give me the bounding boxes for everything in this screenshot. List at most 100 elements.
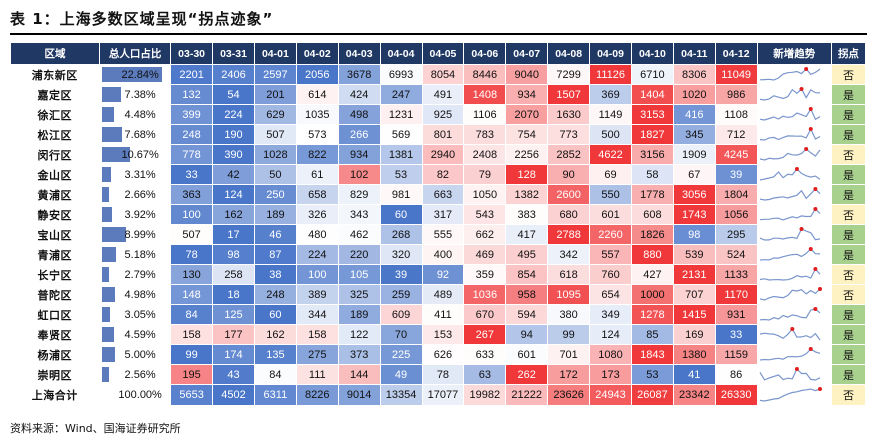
- trend-sparkline: [759, 107, 820, 121]
- value-cell: 491: [422, 84, 465, 105]
- value-cell: 259: [380, 284, 423, 305]
- value-cell: 18: [212, 284, 255, 305]
- total-row: 上海合计 100.00% 5653 4502 6311 8226 9014 13354 1707…: [10, 384, 867, 406]
- share-bar: [102, 87, 122, 102]
- value-cell: 469: [463, 244, 507, 265]
- value-cell: 383: [505, 204, 549, 225]
- share-cell: 4.59%: [99, 324, 172, 345]
- value-cell: 53: [631, 364, 674, 385]
- table-row: 嘉定区 7.38% 132 54 201 614 424 247 491 1408 934 1507 3…: [10, 84, 867, 105]
- sparkline-path: [759, 308, 821, 321]
- value-cell: 5653: [170, 384, 214, 406]
- value-cell: 248: [170, 124, 214, 145]
- value-cell: 1028: [254, 144, 297, 165]
- value-cell: 345: [673, 124, 716, 145]
- share-cell: 5.00%: [99, 344, 172, 365]
- value-cell: 1159: [715, 344, 758, 365]
- district-name: 杨浦区: [10, 344, 101, 365]
- sparkline-peak-marker: [813, 187, 818, 191]
- value-cell: 3153: [631, 104, 674, 125]
- value-cell: 1381: [380, 144, 423, 165]
- value-cell: 69: [589, 164, 632, 185]
- header-trend: 新增趋势: [756, 42, 832, 65]
- value-cell: 33: [715, 324, 758, 345]
- value-cell: 8306: [673, 64, 716, 85]
- sparkline-cell: [757, 164, 832, 185]
- share-bar: [102, 307, 111, 322]
- share-cell: 5.18%: [99, 244, 172, 265]
- value-cell: 173: [589, 364, 632, 385]
- value-cell: 1278: [631, 304, 674, 325]
- value-cell: 9040: [505, 64, 549, 85]
- share-cell: 100.00%: [99, 384, 172, 406]
- sparkline-cell: [757, 124, 832, 145]
- sparkline-peak-marker: [794, 167, 799, 171]
- share-bar: [102, 267, 110, 282]
- value-cell: 258: [212, 264, 255, 285]
- table-row: 静安区 3.92% 100 162 189 326 343 60 317 543 383 680 601…: [10, 204, 867, 225]
- value-cell: 1108: [715, 104, 758, 125]
- value-cell: 3678: [338, 64, 381, 85]
- value-cell: 60: [380, 204, 423, 225]
- value-cell: 363: [170, 184, 214, 205]
- trend-sparkline: [759, 167, 820, 181]
- value-cell: 24943: [589, 384, 632, 406]
- value-cell: 148: [170, 284, 214, 305]
- value-cell: 247: [380, 84, 423, 105]
- value-cell: 90: [547, 164, 591, 185]
- inflection-flag: 是: [831, 84, 867, 105]
- value-cell: 82: [422, 164, 465, 185]
- sparkline-path: [759, 68, 820, 81]
- value-cell: 880: [631, 244, 674, 265]
- share-value: 4.59%: [124, 328, 156, 341]
- value-cell: 380: [547, 304, 591, 325]
- value-cell: 1380: [673, 344, 716, 365]
- district-name: 普陀区: [10, 284, 101, 305]
- share-value: 7.38%: [124, 88, 156, 101]
- sparkline-peak-marker: [808, 347, 813, 351]
- value-cell: 822: [296, 144, 339, 165]
- share-value: 2.79%: [124, 268, 156, 281]
- inflection-flag: 是: [831, 304, 867, 325]
- value-cell: 189: [338, 304, 381, 325]
- value-cell: 132: [170, 84, 214, 105]
- value-cell: 17: [212, 224, 255, 245]
- sparkline-peak-marker: [799, 227, 804, 231]
- sparkline-cell: [757, 384, 832, 406]
- share-value: 3.92%: [124, 208, 156, 221]
- table-row: 浦东新区 22.84% 2201 2406 2597 2056 3678 6993 8054 84…: [10, 64, 867, 85]
- share-value: 5.18%: [124, 248, 156, 261]
- value-cell: 124: [212, 184, 255, 205]
- sparkline-peak-marker: [803, 67, 808, 71]
- sparkline-peak-marker: [817, 387, 822, 391]
- value-cell: 262: [505, 364, 549, 385]
- value-cell: 153: [422, 324, 465, 345]
- value-cell: 1020: [673, 84, 716, 105]
- value-cell: 931: [715, 304, 758, 325]
- sparkline-cell: [757, 264, 832, 285]
- inflection-flag: 是: [831, 124, 867, 145]
- district-name: 崇明区: [10, 364, 101, 385]
- value-cell: 462: [338, 224, 381, 245]
- header-date: 04-01: [253, 42, 297, 65]
- value-cell: 99: [170, 344, 214, 365]
- value-cell: 1778: [631, 184, 674, 205]
- trend-sparkline: [759, 247, 820, 261]
- value-cell: 98: [212, 244, 255, 265]
- value-cell: 1382: [505, 184, 549, 205]
- table-row: 普陀区 4.98% 148 18 248 389 325 259 489 1036 958 1095 6…: [10, 284, 867, 305]
- value-cell: 224: [296, 244, 339, 265]
- value-cell: 99: [547, 324, 591, 345]
- value-cell: 100: [296, 264, 339, 285]
- value-cell: 344: [296, 304, 339, 325]
- value-cell: 39: [380, 264, 423, 285]
- value-cell: 569: [380, 124, 423, 145]
- sparkline-cell: [757, 184, 832, 205]
- share-value: 5.00%: [124, 348, 156, 361]
- table-row: 崇明区 2.56% 195 43 84 111 144 49 78 63 262 172 173 53 41…: [10, 364, 867, 385]
- inflection-flag: 否: [831, 384, 867, 406]
- value-cell: 2408: [463, 144, 507, 165]
- value-cell: 507: [254, 124, 297, 145]
- value-cell: 701: [547, 344, 591, 365]
- trend-sparkline: [759, 227, 820, 241]
